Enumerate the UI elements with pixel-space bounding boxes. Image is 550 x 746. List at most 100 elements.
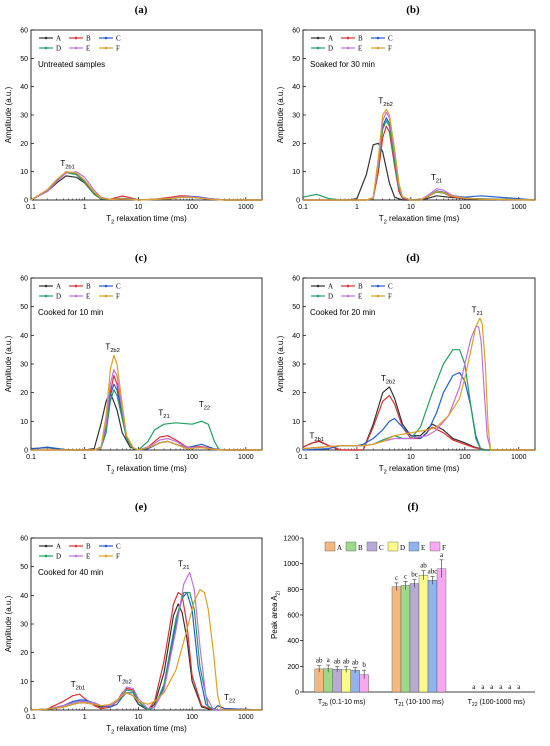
y-tick-label: 50 <box>20 56 28 63</box>
legend-marker-D <box>44 294 48 298</box>
panel-label: (f) <box>408 501 419 513</box>
y-tick-label: 20 <box>292 390 300 397</box>
legend-label-E: E <box>358 293 362 301</box>
bar-A-0 <box>314 668 324 693</box>
significance-letter: b <box>362 661 366 669</box>
x-tick-label: 1 <box>83 454 87 461</box>
legend-marker-F <box>104 294 108 298</box>
y-tick-label: 400 <box>287 638 299 645</box>
y-tick-label: 40 <box>20 84 28 91</box>
y-tick-label: 50 <box>292 304 300 311</box>
legend-swatch-A <box>324 541 336 552</box>
bar-E-0 <box>350 669 360 693</box>
x-tick-label: 100 <box>186 714 198 721</box>
series-line-F <box>303 108 536 201</box>
y-tick-label: 30 <box>20 113 28 120</box>
series-line-F <box>31 354 262 451</box>
y-tick-label: 40 <box>292 84 300 91</box>
significance-letter: a <box>490 683 494 691</box>
y-tick-label: 30 <box>20 622 28 629</box>
peak-label-2b1: T2b1 <box>310 432 324 443</box>
legend-marker-D <box>316 46 320 50</box>
x-axis-label: T2 relaxation time (ms) <box>106 724 187 735</box>
bar-C-1 <box>409 583 420 693</box>
series-line-A <box>302 386 535 451</box>
x-tick-label: 1000 <box>511 204 527 211</box>
bar-B-1 <box>400 585 411 693</box>
category-label-1: T21 (10-100 ms) <box>394 699 444 708</box>
legend-label-B: B <box>86 283 91 291</box>
y-tick-label: 0 <box>24 708 28 715</box>
x-tick-label: 10 <box>135 714 143 721</box>
x-tick-label: 100 <box>459 204 471 211</box>
legend-marker-A <box>44 36 48 40</box>
peak-label-22: T22 <box>199 400 210 411</box>
significance-letter: a <box>440 551 444 559</box>
significance-letter: ab <box>352 659 359 667</box>
legend-label-A: A <box>328 35 333 43</box>
y-tick-label: 20 <box>292 141 300 148</box>
x-tick-label: 0.1 <box>26 714 36 721</box>
panel-annotation: Cooked for 10 min <box>38 308 103 317</box>
y-tick-label: 50 <box>20 564 28 571</box>
peak-label-21: T21 <box>158 409 169 420</box>
y-tick-label: 20 <box>20 141 28 148</box>
legend-label-F: F <box>116 293 120 301</box>
peak-label-21: T21 <box>431 173 442 184</box>
legend-marker-A <box>316 284 320 288</box>
panel-label: (b) <box>406 4 420 16</box>
y-tick-label: 60 <box>292 28 300 35</box>
y-tick-label: 800 <box>287 587 299 594</box>
legend-marker-C <box>104 544 108 548</box>
y-tick-label: 60 <box>20 536 28 543</box>
significance-letter: a <box>508 683 512 691</box>
panel-label: (a) <box>135 4 148 16</box>
significance-letter: a <box>481 683 485 691</box>
legend-label-D: D <box>56 45 61 53</box>
legend-swatch-E <box>408 541 420 552</box>
y-tick-label: 10 <box>292 169 300 176</box>
legend-marker-B <box>74 36 78 40</box>
panel-b: (b) 0 10 20 30 40 50 60 0.1 1 10 100 1000 T2 relaxati… <box>276 4 536 225</box>
x-tick-label: 10 <box>135 454 143 461</box>
x-axis-label: T2 relaxation time (ms) <box>106 214 187 225</box>
series-line-E <box>30 571 262 711</box>
legend-label-A: A <box>56 283 61 291</box>
legend-label-E: E <box>86 45 90 53</box>
legend-marker-D <box>44 554 48 558</box>
legend-label-B: B <box>358 544 363 552</box>
panel-label: (e) <box>135 501 148 513</box>
significance-letter: c <box>404 572 407 580</box>
x-tick-label: 10 <box>407 454 415 461</box>
legend-marker-D <box>316 294 320 298</box>
y-axis-label: Amplitude (a.u.) <box>4 595 13 652</box>
y-tick-label: 200 <box>287 664 299 671</box>
legend-marker-D <box>44 46 48 50</box>
legend-label-F: F <box>442 544 446 552</box>
plot-frame <box>302 29 536 201</box>
y-tick-label: 1200 <box>283 536 299 543</box>
x-tick-label: 1 <box>355 454 359 461</box>
legend-marker-C <box>376 284 380 288</box>
legend-marker-C <box>104 36 108 40</box>
y-tick-label: 0 <box>24 198 28 205</box>
y-tick-label: 60 <box>20 276 28 283</box>
x-tick-label: 10 <box>407 204 415 211</box>
x-tick-label: 1000 <box>511 454 527 461</box>
plot-frame <box>30 537 263 711</box>
y-tick-label: 40 <box>292 333 300 340</box>
significance-letter: a <box>499 683 503 691</box>
panel-c: (c) 0 10 20 30 40 50 60 0.1 1 10 100 1000 T2 relaxati… <box>4 252 263 475</box>
x-tick-label: 100 <box>186 204 198 211</box>
peak-label-2b1: T2b1 <box>60 159 74 170</box>
y-tick-label: 60 <box>20 28 28 35</box>
legend-marker-F <box>376 294 380 298</box>
legend-marker-A <box>44 284 48 288</box>
legend-label-D: D <box>56 293 61 301</box>
panel-annotation: Untreated samples <box>38 60 105 69</box>
significance-letter: ab <box>334 658 341 666</box>
plot-frame <box>30 277 263 451</box>
legend-marker-F <box>104 46 108 50</box>
peak-label-22: T22 <box>224 693 235 704</box>
legend-marker-F <box>376 46 380 50</box>
